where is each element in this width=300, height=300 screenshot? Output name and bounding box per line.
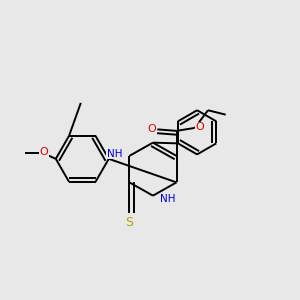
Text: S: S [125,216,134,229]
Text: NH: NH [106,148,122,158]
Text: O: O [196,122,204,132]
Text: O: O [148,124,156,134]
Text: NH: NH [160,194,176,204]
Text: O: O [40,147,48,158]
